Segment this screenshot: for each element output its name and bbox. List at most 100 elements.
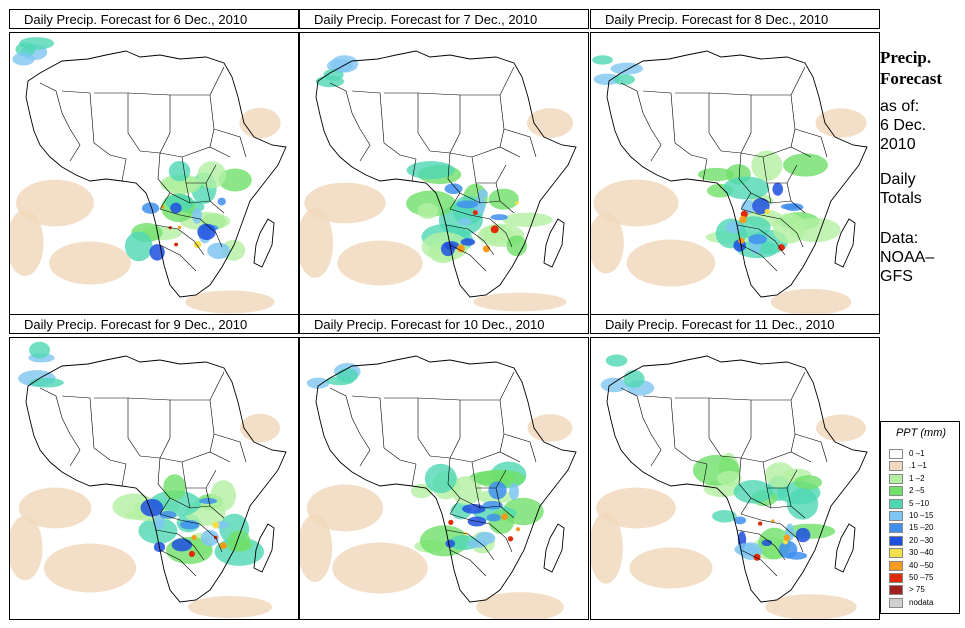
- rain-area: [488, 509, 515, 534]
- rain-area: [226, 539, 252, 552]
- country-border: [417, 397, 461, 459]
- rain-area: [163, 474, 186, 501]
- legend-label: 1 –2: [909, 473, 925, 483]
- legend-swatch: [889, 523, 903, 534]
- legend-label: 30 –40: [909, 548, 934, 558]
- extreme-rain-spot: [188, 550, 195, 558]
- dry-area: [304, 182, 386, 224]
- rain-area: [29, 341, 51, 359]
- forecast-heading: Precip. Forecast: [880, 47, 965, 89]
- rain-area: [474, 469, 526, 488]
- heavy-rain-area: [159, 510, 177, 519]
- country-border: [445, 224, 495, 256]
- country-border: [205, 182, 211, 202]
- forecast-panel-6: Daily Precip. Forecast for 11 Dec., 2010: [590, 314, 880, 620]
- heavy-rain-area: [467, 539, 488, 548]
- rain-area: [406, 161, 455, 180]
- rain-area: [19, 37, 55, 50]
- country-border: [740, 244, 778, 272]
- precip-map: [299, 32, 589, 315]
- heavy-rain-area: [191, 208, 203, 224]
- country-border: [384, 397, 431, 457]
- legend-swatch: [889, 560, 903, 571]
- rain-area: [723, 176, 770, 200]
- legend-label: 40 –50: [909, 560, 934, 570]
- country-border: [159, 549, 197, 577]
- rain-area: [325, 376, 354, 386]
- africa-map-svg: [300, 50, 577, 312]
- heavy-rain-area: [207, 242, 231, 259]
- dry-area: [185, 290, 275, 314]
- dry-area: [629, 547, 713, 589]
- africa-map-svg: [10, 37, 287, 314]
- country-border: [155, 224, 205, 256]
- panel-title: Daily Precip. Forecast for 9 Dec., 2010: [9, 314, 299, 334]
- country-border: [157, 457, 171, 515]
- country-border: [766, 487, 772, 509]
- legend-label: 5 –10: [909, 498, 930, 508]
- rain-area: [592, 55, 613, 65]
- heavy-rain-area: [784, 203, 804, 211]
- extreme-rain-spot: [783, 534, 790, 541]
- extreme-rain-spot: [507, 536, 514, 542]
- rain-area: [12, 52, 35, 66]
- country-border: [790, 371, 806, 401]
- legend-swatch: [889, 585, 903, 596]
- heavy-rain-area: [795, 527, 811, 543]
- rain-area: [330, 55, 359, 73]
- country-border: [181, 156, 217, 184]
- extreme-rain-spot: [778, 244, 785, 251]
- rain-area: [315, 75, 345, 88]
- country-border: [499, 66, 515, 96]
- source-line-1: Data:: [880, 230, 919, 247]
- rain-area: [605, 354, 628, 367]
- dry-area: [239, 107, 281, 139]
- country-border: [620, 387, 662, 467]
- country-border: [738, 152, 752, 210]
- country-border: [139, 451, 231, 463]
- heavy-rain-area: [462, 503, 486, 514]
- rain-area: [712, 509, 737, 523]
- country-border: [786, 487, 792, 507]
- legend-item: .1 –1: [889, 461, 959, 472]
- country-border: [209, 66, 225, 96]
- africa-coastline: [606, 355, 868, 603]
- heavy-rain-area: [473, 196, 486, 214]
- africa-coastline: [25, 355, 287, 603]
- rain-area: [306, 377, 330, 389]
- country-border: [475, 182, 481, 204]
- madagascar-outline: [253, 218, 275, 268]
- heavy-rain-area: [200, 529, 219, 547]
- country-border: [417, 92, 461, 154]
- country-border: [675, 397, 722, 457]
- rain-area: [717, 470, 742, 487]
- country-border: [459, 497, 515, 519]
- extreme-rain-spot: [753, 553, 761, 561]
- country-border: [702, 158, 708, 182]
- country-border: [449, 208, 513, 248]
- country-border: [503, 128, 537, 158]
- country-border: [329, 82, 371, 162]
- country-border: [127, 397, 171, 459]
- rain-area: [29, 377, 64, 388]
- country-border: [740, 549, 778, 577]
- precip-map: [9, 337, 299, 620]
- country-border: [766, 182, 772, 204]
- heavy-rain-area: [772, 182, 784, 196]
- country-border: [94, 92, 141, 152]
- country-border: [155, 529, 205, 561]
- africa-coastline: [315, 355, 577, 603]
- country-border: [708, 397, 752, 459]
- legend-swatch: [889, 449, 903, 459]
- country-border: [642, 395, 708, 465]
- country-border: [471, 461, 507, 489]
- dry-area: [49, 241, 131, 285]
- dry-area: [591, 212, 624, 274]
- country-border: [642, 90, 708, 160]
- legend-title: PPT (mm): [895, 427, 947, 439]
- country-border: [181, 461, 217, 489]
- country-border: [121, 158, 127, 182]
- country-border: [205, 487, 211, 507]
- africa-map-svg: [10, 341, 287, 619]
- country-border: [790, 66, 806, 96]
